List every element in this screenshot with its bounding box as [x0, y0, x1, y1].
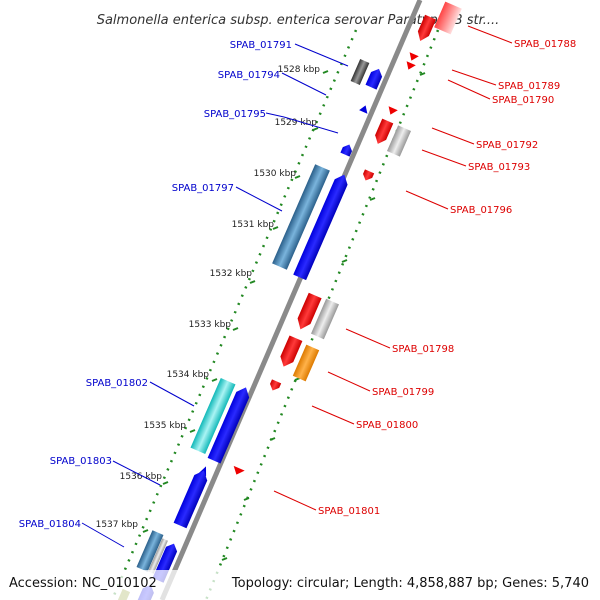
gene-label-spab-01795[interactable]: SPAB_01795 — [204, 109, 266, 120]
gene-label-spab-01803[interactable]: SPAB_01803 — [50, 456, 112, 467]
gene-spab-01789[interactable] — [407, 52, 419, 62]
gene-label-spab-01797[interactable]: SPAB_01797 — [172, 183, 234, 194]
kbp-label: 1537 kbp — [96, 520, 139, 530]
kbp-label: 1536 kbp — [120, 472, 163, 482]
kbp-label: 1533 kbp — [189, 320, 232, 330]
gene-small-forward[interactable] — [340, 143, 354, 157]
kbp-label: 1529 kbp — [275, 118, 318, 128]
gene-gray[interactable] — [311, 298, 339, 340]
gene-forward-arrow[interactable] — [207, 385, 253, 464]
gene-label-spab-01794[interactable]: SPAB_01794 — [218, 70, 280, 81]
gene-pink[interactable] — [434, 1, 462, 35]
reverse-leaders — [273, 25, 513, 511]
accession-text: Accession: NC_010102 — [9, 576, 157, 591]
gene-spab-01800[interactable] — [268, 379, 282, 392]
gene-spab-01793[interactable] — [386, 125, 412, 157]
gene-label-spab-01788[interactable]: SPAB_01788 — [514, 39, 576, 50]
gene-spab-01797[interactable] — [272, 164, 330, 270]
gene-forward-arrow[interactable] — [293, 172, 350, 281]
gene-spab-01804[interactable] — [136, 530, 164, 572]
gene-spab-01802[interactable] — [190, 377, 236, 455]
gene-label-spab-01804[interactable]: SPAB_01804 — [19, 519, 81, 530]
gene-label-spab-01793[interactable]: SPAB_01793 — [468, 162, 530, 173]
gene-label-spab-01800[interactable]: SPAB_01800 — [356, 420, 418, 431]
gene-spab-01795[interactable] — [359, 104, 370, 114]
gene-spab-01801[interactable] — [231, 465, 245, 477]
kbp-label: 1528 kbp — [278, 65, 321, 75]
footer-backdrop — [0, 570, 600, 600]
gene-spab-01791[interactable] — [350, 59, 370, 85]
gene-orange[interactable] — [292, 344, 320, 382]
map-title: Salmonella enterica subsp. enterica sero… — [97, 13, 500, 28]
gene-spab-01790[interactable] — [404, 61, 416, 71]
kbp-label: 1535 kbp — [144, 421, 187, 431]
gene-label-spab-01801[interactable]: SPAB_01801 — [318, 506, 380, 517]
gene-spab-01792[interactable] — [372, 118, 394, 147]
genome-backbone — [159, 0, 423, 600]
gene-spab-01798[interactable] — [294, 292, 322, 333]
gene-label-spab-01792[interactable]: SPAB_01792 — [476, 140, 538, 151]
gene-label-spab-01790[interactable]: SPAB_01790 — [492, 95, 554, 106]
genome-summary-text: Topology: circular; Length: 4,858,887 bp… — [231, 576, 589, 591]
gene-spab-01796[interactable] — [361, 169, 375, 182]
gene-label-spab-01791[interactable]: SPAB_01791 — [230, 40, 292, 51]
forward-leaders — [81, 43, 349, 548]
gene-label-spab-01796[interactable]: SPAB_01796 — [450, 205, 512, 216]
gene-label-spab-01798[interactable]: SPAB_01798 — [392, 344, 454, 355]
gene-label-spab-01789[interactable]: SPAB_01789 — [498, 81, 560, 92]
gene-spab-01788[interactable] — [415, 14, 437, 44]
kbp-label: 1532 kbp — [210, 269, 253, 279]
gene-spab-01794[interactable] — [365, 66, 385, 90]
kbp-tick-dashes — [142, 70, 329, 533]
gene-gray[interactable] — [148, 538, 168, 574]
gene-label-spab-01799[interactable]: SPAB_01799 — [372, 387, 434, 398]
gene-small-reverse[interactable] — [386, 106, 398, 116]
kbp-label: 1534 kbp — [167, 370, 210, 380]
kbp-label: 1531 kbp — [232, 220, 275, 230]
gene-label-spab-01802[interactable]: SPAB_01802 — [86, 378, 148, 389]
kbp-label: 1530 kbp — [254, 169, 297, 179]
gene-spab-01799[interactable] — [277, 335, 303, 369]
gene-spab-01803[interactable] — [173, 468, 211, 529]
